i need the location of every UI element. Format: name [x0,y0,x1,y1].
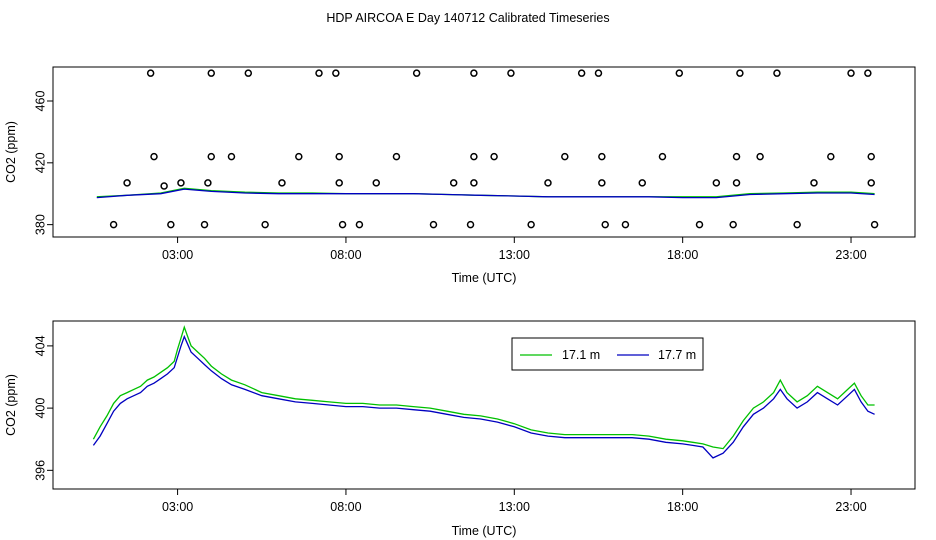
calibration-point [810,179,818,187]
calibration-point [544,179,552,187]
calibration-point [338,220,347,229]
calibration-point [675,69,684,77]
calibration-point [207,152,216,161]
top-y-tick-label: 420 [33,152,47,173]
top-x-tick-label: 18:00 [667,248,698,262]
calibration-point [167,220,175,229]
calibration-point [729,220,737,229]
legend-label-17-1m: 17.1 m [562,348,600,362]
bottom-y-axis-label: CO2 (ppm) [4,374,18,436]
figure-title: HDP AIRCOA E Day 140712 Calibrated Times… [326,11,609,25]
calibration-point [295,152,303,161]
bottom-plot-frame [52,320,916,490]
calibration-point [123,179,131,187]
top-x-tick-label: 23:00 [835,248,866,262]
bottom-x-tick-label: 13:00 [499,500,530,514]
calibration-point [658,152,667,161]
calibration-point [712,179,721,187]
calibration-point [695,220,704,229]
top-plot-frame [52,66,916,238]
calibration-point [598,179,606,187]
calibration-point [227,152,236,161]
top-y-tick-label: 380 [33,214,47,235]
calibration-point [793,220,801,229]
bottom-y-tick-label: 404 [33,335,47,356]
calibration-point [429,220,438,229]
calibration-point [870,220,879,229]
bottom-series-17-1-m [92,325,875,450]
calibration-point [561,152,569,161]
calibration-point [470,152,478,161]
calibration-point [200,220,209,229]
calibration-point [527,220,535,229]
calibration-point [756,152,764,161]
bottom-x-tick-label: 03:00 [162,500,193,514]
calibration-point [577,69,586,77]
calibration-point [732,152,741,161]
calibration-point [207,69,216,77]
calibration-point [177,179,185,187]
calibration-point [278,179,286,187]
calibration-point [867,152,875,161]
bottom-x-tick-label: 18:00 [667,500,698,514]
top-y-tick-label: 460 [33,91,47,112]
calibration-point [601,220,609,229]
bottom-y-tick-label: 400 [33,398,47,419]
calibration-point [507,69,515,77]
calibration-point [332,69,340,77]
calibration-point [847,69,855,77]
top-y-axis-label: CO2 (ppm) [4,121,18,183]
calibration-point [412,69,421,77]
calibration-point [594,69,603,77]
calibration-point [470,69,478,77]
calibration-point [335,179,343,187]
calibration-point [109,220,118,229]
calibration-point [864,69,872,77]
calibration-point [638,179,647,187]
top-x-axis-label: Time (UTC) [452,271,517,285]
calibration-point [355,220,364,229]
calibration-point [392,152,401,161]
calibration-point [146,69,155,77]
calibration-point [335,152,343,161]
top-panel: 03:00 08:00 13:00 18:00 23:00 380 420 460 Time… [4,66,916,285]
calibration-point [261,220,269,229]
bottom-x-tick-label: 08:00 [330,500,361,514]
calibration-point [736,69,744,77]
calibration-point [449,179,458,187]
calibration-point [204,179,212,187]
calibration-point [150,152,158,161]
legend-label-17-7m: 17.7 m [658,348,696,362]
calibration-point [867,179,875,187]
calibration-point [470,179,478,187]
top-series-17-7-m [96,188,875,199]
calibration-point [732,179,741,187]
legend-box [511,337,704,371]
calibration-point [490,152,498,161]
calibration-point [244,69,253,77]
bottom-x-axis-label: Time (UTC) [452,524,517,538]
bottom-panel: 03:00 08:00 13:00 18:00 23:00 396 400 404 Time… [4,320,916,538]
calibration-point [466,220,475,229]
bottom-y-tick-label: 396 [33,460,47,481]
calibration-point [827,152,835,161]
calibration-point [315,69,323,77]
legend: 17.1 m 17.7 m [511,337,704,371]
top-x-tick-label: 08:00 [330,248,361,262]
calibration-point [598,152,606,161]
bottom-series-17-7-m [92,334,875,459]
calibration-point [621,220,630,229]
top-x-tick-label: 03:00 [162,248,193,262]
calibration-point [160,182,168,190]
top-x-tick-label: 13:00 [499,248,530,262]
calibration-point [773,69,781,77]
bottom-x-tick-label: 23:00 [835,500,866,514]
calibration-point [372,179,380,187]
